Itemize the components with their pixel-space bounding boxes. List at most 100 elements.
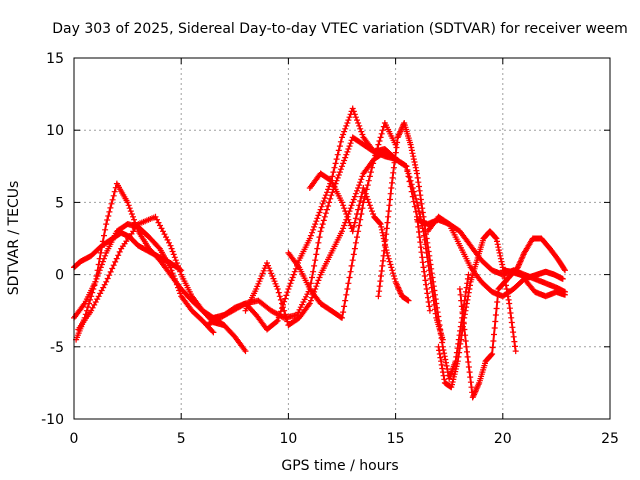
y-tick-label: 0 (55, 268, 64, 284)
data-point (442, 356, 449, 363)
data-point (443, 362, 450, 369)
data-point (335, 147, 342, 154)
data-point (98, 261, 105, 268)
data-point (510, 333, 517, 340)
x-tick-label: 20 (494, 431, 512, 447)
data-point (377, 278, 384, 285)
data-point (459, 309, 466, 316)
data-point (107, 204, 114, 211)
data-point (95, 270, 102, 277)
data-point (365, 199, 372, 206)
data-point (341, 205, 348, 212)
data-point (355, 185, 362, 191)
data-point (367, 205, 374, 212)
data-point (409, 150, 416, 157)
data-point (391, 275, 398, 282)
data-point (97, 249, 104, 256)
data-point (106, 272, 113, 279)
data-point (320, 198, 327, 204)
data-point (357, 198, 364, 204)
data-point (562, 267, 568, 274)
data-point (340, 131, 347, 138)
series-track-13 (435, 228, 519, 391)
data-point (358, 193, 365, 200)
data-point (319, 221, 326, 228)
data-point (352, 114, 359, 121)
data-point (348, 202, 355, 209)
data-point (99, 258, 106, 265)
data-point (416, 229, 422, 235)
data-point (419, 259, 426, 266)
data-point (290, 271, 297, 278)
data-point (354, 187, 360, 194)
data-point (407, 177, 414, 184)
data-point (273, 318, 280, 325)
data-point (342, 297, 349, 304)
data-point (328, 192, 335, 199)
data-point (456, 286, 463, 292)
data-point (357, 125, 364, 132)
data-point (172, 278, 179, 285)
data-point (439, 365, 446, 372)
data-point (507, 310, 514, 316)
data-point (354, 117, 360, 124)
data-point (356, 222, 363, 229)
data-point (355, 228, 362, 235)
data-point (169, 270, 176, 277)
data-point (492, 318, 499, 325)
data-point (436, 347, 443, 354)
data-point (125, 202, 132, 209)
x-axis-label: GPS time / hours (281, 458, 398, 474)
data-point (347, 268, 354, 275)
data-point (490, 338, 497, 344)
data-point (390, 270, 396, 277)
data-point (342, 125, 349, 132)
data-point (84, 304, 91, 311)
data-point (387, 261, 394, 268)
data-point (103, 278, 110, 285)
data-point (385, 255, 392, 262)
data-point (104, 275, 111, 282)
data-point (340, 160, 347, 167)
data-point (492, 234, 499, 241)
y-tick-label: 5 (55, 195, 64, 211)
data-point (410, 156, 417, 163)
data-point (346, 274, 353, 281)
x-tick-label: 5 (177, 431, 186, 447)
series-track-4 (71, 221, 217, 336)
data-point (372, 152, 379, 159)
y-axis-label: SDTVAR / TECUs (6, 181, 22, 296)
data-point (313, 251, 320, 258)
data-point (365, 177, 372, 184)
data-point (358, 176, 365, 183)
data-point (127, 208, 134, 215)
data-point (512, 348, 519, 355)
data-point (404, 166, 411, 173)
data-point (380, 257, 386, 264)
data-point (354, 211, 360, 217)
data-point (307, 232, 314, 239)
data-point (355, 206, 362, 213)
data-point (173, 281, 180, 288)
data-point (377, 134, 384, 141)
data-point (362, 190, 369, 197)
data-point (352, 215, 359, 222)
data-point (343, 291, 350, 298)
data-point (334, 151, 341, 158)
data-point (275, 314, 282, 321)
data-point (97, 264, 104, 271)
data-point (421, 268, 428, 275)
data-point (385, 208, 392, 215)
data-point (384, 219, 391, 226)
data-point (360, 199, 367, 206)
data-point (510, 329, 517, 336)
data-point (367, 169, 374, 176)
data-point (351, 111, 358, 118)
data-point (430, 278, 437, 285)
data-point (315, 239, 322, 246)
data-point (350, 196, 357, 203)
data-point (340, 309, 347, 316)
data-point (284, 289, 291, 296)
data-point (325, 203, 332, 209)
